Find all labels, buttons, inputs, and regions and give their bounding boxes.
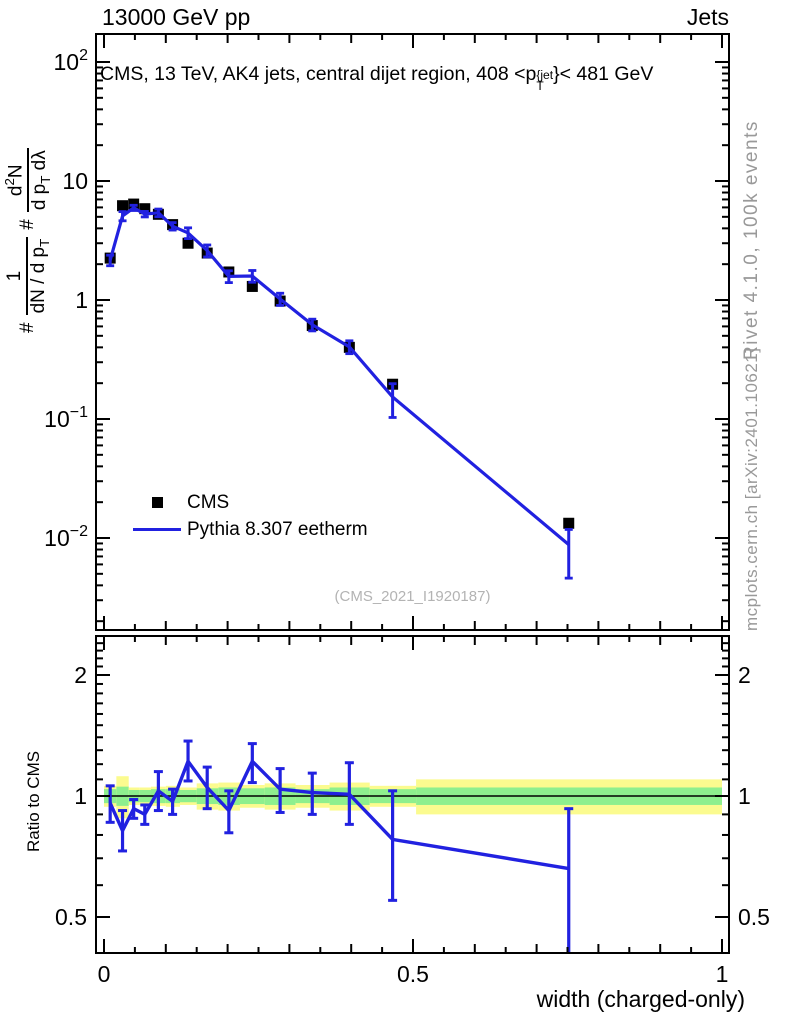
ratio-pythia-curve	[105, 739, 574, 952]
legend-row-pythia: Pythia 8.307 eetherm	[127, 516, 368, 543]
plot-title-prefix: CMS, 13 TeV, AK4 jets, central dijet reg…	[100, 63, 537, 85]
cms-square-marker-icon	[151, 497, 163, 508]
ratio-pythia-line	[108, 757, 570, 871]
plot-title-suffix: }< 481 GeV	[553, 63, 654, 85]
x-tick-label: 0.5	[397, 961, 429, 987]
x-axis-label: width (charged-only)	[536, 986, 745, 1012]
beam-energy-label: 13000 GeV pp	[102, 4, 251, 30]
main-y-axis-label: # 1 dN / d pT # d2N d pT dλ	[2, 148, 53, 333]
pythia-prediction-curve	[106, 203, 573, 580]
analysis-id-watermark: (CMS_2021_I1920187)	[334, 588, 491, 605]
pythia-line-marker-icon	[133, 528, 181, 531]
y-label-fraction-1: 1 dN / d pT	[3, 236, 52, 316]
ratio-y-tick-label-right: 0.5	[738, 904, 770, 930]
rivet-version-note: Rivet 4.1.0, 100k events	[741, 120, 762, 360]
cms-data-square	[139, 203, 151, 215]
main-y-tick-label: 1	[75, 287, 88, 313]
ratio-y-tick-label-left: 1	[74, 783, 87, 809]
pythia-main-line	[108, 205, 570, 546]
analysis-group-label: Jets	[686, 4, 729, 30]
x-tick-label: 1	[716, 961, 729, 987]
mcplots-arxiv-note: mcplots.cern.ch [arXiv:2401.10621]	[742, 347, 761, 631]
axis-tick-labels: 102 10 1 10−1 10−2 2 2 1 1 0.5 0.5 0 0.5 1	[44, 47, 770, 987]
ratio-y-tick-label-left: 2	[74, 662, 87, 688]
cms-data-square	[182, 237, 194, 249]
axis-ticks	[96, 34, 729, 953]
y-label-fraction-2: d2N d pT dλ	[2, 148, 53, 213]
ratio-y-axis-label: Ratio to CMS	[24, 750, 43, 852]
cms-data-square	[246, 280, 258, 292]
legend-row-cms: CMS	[127, 489, 368, 516]
pt-jet-scripts: {jet T	[536, 67, 554, 94]
ratio-uncertainty-band	[104, 776, 722, 819]
legend-label-pythia: Pythia 8.307 eetherm	[187, 518, 368, 540]
plot-title: CMS, 13 TeV, AK4 jets, central dijet reg…	[100, 63, 653, 93]
main-y-tick-label: 102	[54, 47, 89, 75]
cms-data-square	[563, 517, 575, 529]
legend-label-cms: CMS	[187, 491, 230, 513]
ratio-y-tick-label-right: 2	[738, 662, 751, 688]
ratio-y-tick-label-left: 0.5	[55, 904, 87, 930]
ratio-y-tick-label-right: 1	[738, 783, 751, 809]
main-y-tick-label: 10	[62, 168, 88, 194]
x-tick-label: 0	[98, 961, 111, 987]
main-y-tick-label: 10−2	[44, 523, 88, 551]
main-y-tick-label: 10−1	[44, 404, 88, 432]
cms-data-points	[104, 198, 575, 529]
legend: CMS Pythia 8.307 eetherm	[127, 489, 368, 543]
cms-data-square	[117, 200, 129, 212]
